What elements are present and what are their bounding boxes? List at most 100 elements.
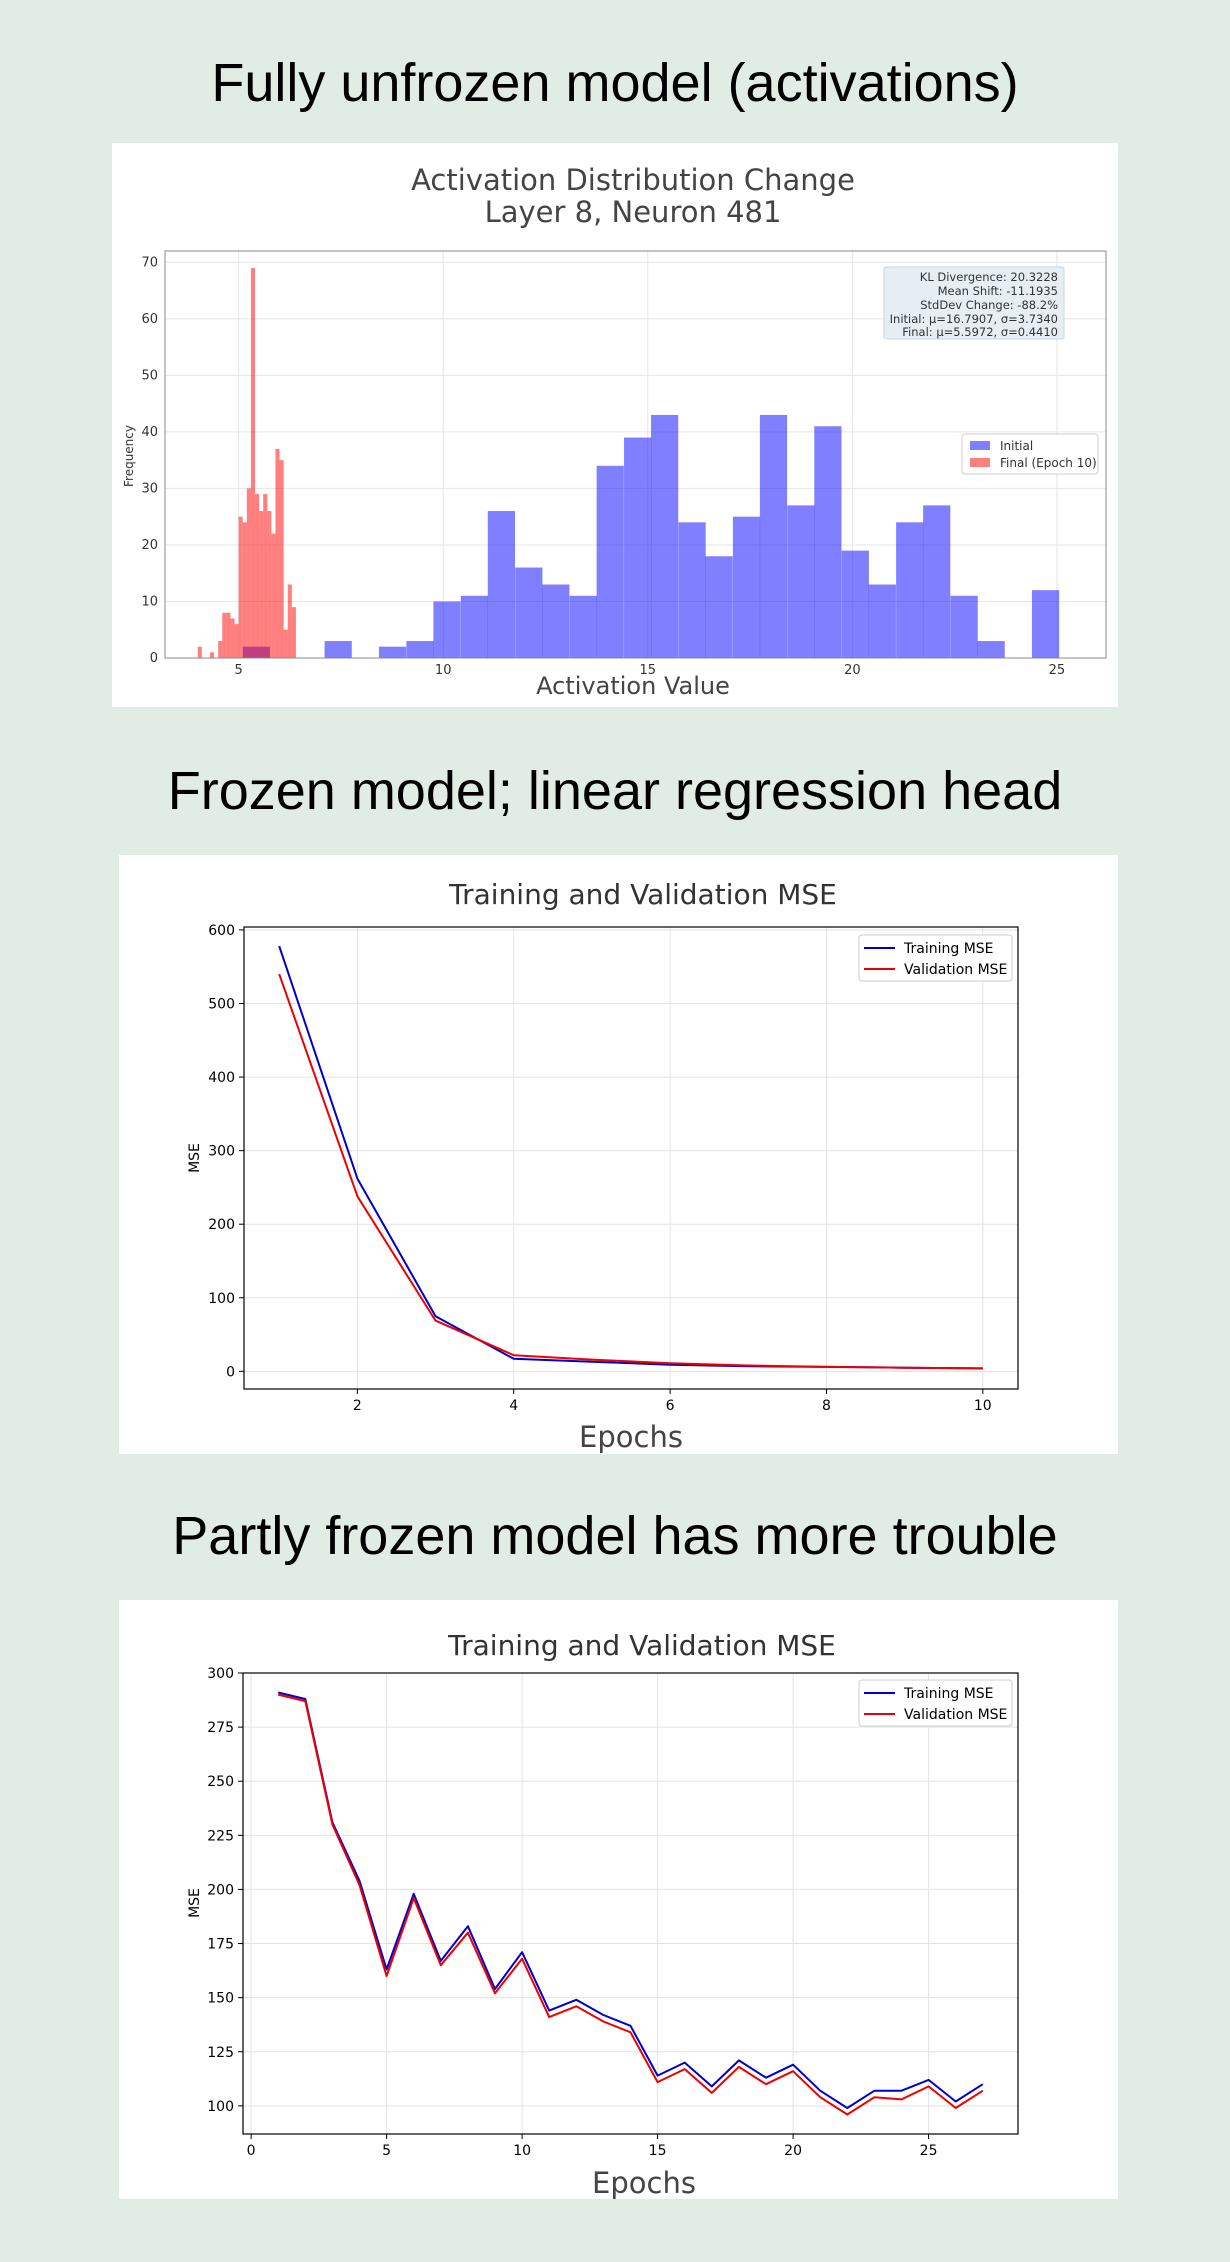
histogram-bar-final (218, 641, 223, 658)
legend-label-final: Final (Epoch 10) (1000, 456, 1097, 470)
x-tick-label: 20 (784, 2143, 802, 2159)
histogram-bar-initial (868, 584, 896, 658)
x-tick-label: 6 (666, 1398, 675, 1414)
y-tick-label: 175 (207, 1937, 234, 1953)
y-tick-label: 250 (207, 1774, 234, 1790)
chart-title: Training and Validation MSE (447, 1629, 836, 1662)
histogram-bar-final (246, 488, 251, 658)
histogram-bar-initial (923, 505, 951, 658)
histogram-bar-initial (678, 522, 706, 658)
y-tick-label: 20 (141, 538, 158, 553)
histogram-bar-initial (732, 516, 761, 658)
histogram-bar-initial (433, 601, 461, 658)
histogram-bar-initial (651, 414, 679, 658)
x-tick-label: 25 (1049, 663, 1066, 678)
section-title-frozen: Frozen model; linear regression head (167, 761, 1063, 821)
histogram-bar-final (197, 646, 202, 658)
histogram-bar-initial (950, 595, 978, 658)
x-axis-label: Epochs (592, 2166, 696, 2199)
x-tick-label: 15 (649, 2143, 667, 2159)
histogram-bar-final (242, 522, 247, 658)
chart-legend: Training MSE Validation MSE (858, 1679, 1013, 1727)
y-tick-label: 0 (226, 1364, 235, 1380)
x-tick-label: 20 (844, 663, 861, 678)
histogram-bar-initial (378, 646, 407, 658)
y-tick-label: 200 (207, 1882, 234, 1898)
x-tick-label: 2 (353, 1398, 362, 1414)
y-tick-label: 70 (141, 255, 158, 270)
stats-box: KL Divergence: 20.3228 Mean Shift: -11.1… (883, 266, 1065, 340)
y-tick-label: 50 (141, 368, 158, 383)
legend-label-initial: Initial (1000, 439, 1033, 453)
x-tick-label: 25 (920, 2143, 938, 2159)
legend-label-training: Training MSE (903, 1686, 994, 1702)
histogram-bar-final (263, 494, 268, 658)
x-tick-label: 5 (382, 2143, 391, 2159)
histogram-bar-final (287, 584, 292, 658)
training-mse-line (277, 1691, 984, 2109)
histogram-bar-final (271, 533, 276, 658)
y-tick-label: 100 (208, 1291, 235, 1307)
histogram-bar-initial (977, 641, 1005, 658)
histogram-bar-initial (460, 595, 489, 658)
x-axis-label: Epochs (579, 1420, 683, 1454)
x-tick-label: 10 (435, 663, 452, 678)
plot-frame (242, 1672, 1019, 2135)
histogram-bar-final (283, 629, 288, 658)
histogram-bar-initial (569, 595, 597, 658)
legend-label-validation: Validation MSE (904, 962, 1007, 978)
partly-frozen-mse-chart: Training and Validation MSE 0 5 10 15 20 25 10… (187, 1629, 1019, 2200)
histogram-bar-final (234, 624, 239, 658)
y-tick-label: 300 (208, 1144, 235, 1160)
histogram-bar-final (230, 618, 235, 658)
histogram-bar-initial (515, 567, 543, 658)
stats-line: KL Divergence: 20.3228 (920, 270, 1058, 284)
histogram-bar-initial (896, 522, 924, 658)
histogram-bar-initial (705, 556, 733, 658)
stats-line: StdDev Change: -88.2% (920, 298, 1058, 312)
y-tick-label: 0 (150, 651, 158, 666)
validation-mse-line (277, 1693, 984, 2116)
x-tick-label: 10 (974, 1398, 992, 1414)
x-tick-label: 8 (822, 1398, 831, 1414)
validation-mse-line (278, 973, 983, 1370)
y-tick-label: 150 (207, 1991, 234, 2007)
y-tick-label: 125 (207, 2045, 234, 2061)
y-tick-label: 300 (207, 1666, 234, 1682)
histogram-bar-initial (487, 511, 516, 658)
histogram-bar-final (279, 460, 284, 658)
histogram-bar-initial (406, 641, 434, 658)
histogram-bar-initial (542, 584, 570, 658)
frozen-mse-chart: Training and Validation MSE 2 4 6 8 10010020… (187, 878, 1019, 1454)
y-tick-label: 10 (141, 594, 158, 609)
legend-label-training: Training MSE (903, 941, 994, 957)
y-tick-label: 200 (208, 1217, 235, 1233)
x-tick-label: 4 (509, 1398, 518, 1414)
chart-title: Activation Distribution Change (411, 163, 855, 197)
x-tick-label: 10 (513, 2143, 531, 2159)
histogram-bar-final (267, 511, 272, 658)
activation-histogram-chart: Activation Distribution Change Layer 8, … (122, 163, 1107, 700)
section-title-partly-frozen: Partly frozen model has more trouble (172, 1506, 1058, 1566)
chart-legend: Initial Final (Epoch 10) (961, 433, 1099, 475)
x-tick-label: 5 (235, 663, 243, 678)
histogram-bar-final (210, 652, 215, 658)
histogram-bar-initial (324, 641, 352, 658)
y-tick-label: 100 (207, 2099, 234, 2115)
histogram-bar-final (291, 607, 296, 658)
partly-frozen-mse-panel: Training and Validation MSE 0 5 10 15 20 25 10… (119, 1600, 1118, 2200)
histogram-bar-initial (759, 414, 788, 658)
histogram-bar-initial (814, 426, 842, 658)
histogram-bar-final (222, 612, 227, 658)
legend-label-validation: Validation MSE (904, 1707, 1007, 1723)
x-axis-label: Activation Value (536, 672, 730, 700)
legend-swatch-final (970, 458, 990, 467)
histogram-bar-final (259, 511, 264, 658)
activation-histogram-panel: Activation Distribution Change Layer 8, … (112, 143, 1118, 707)
y-tick-label: 400 (208, 1070, 235, 1086)
y-tick-label: 40 (141, 425, 158, 440)
y-tick-label: 275 (207, 1720, 234, 1736)
histogram-bar-initial (596, 465, 624, 658)
histogram-bar-final (250, 267, 256, 658)
histogram-bar-final (238, 516, 243, 658)
